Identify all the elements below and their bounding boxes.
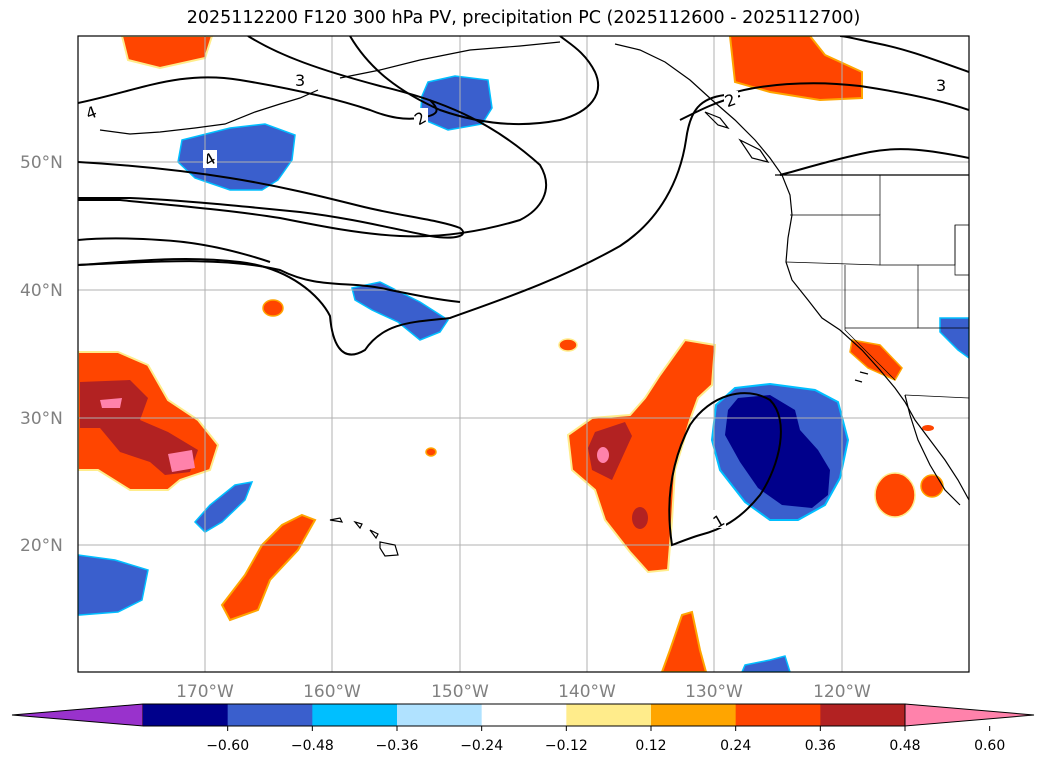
precip-neg-bottom <box>741 655 791 672</box>
precip-neg-central-core <box>725 395 830 508</box>
pv-contour-1 <box>668 392 782 547</box>
lon-label-150w: 150°W <box>431 682 489 702</box>
lat-label-20n: 20°N <box>20 536 63 556</box>
colorbar-cell <box>820 704 906 726</box>
map-title: 2025112200 F120 300 hPa PV, precipitatio… <box>186 8 861 28</box>
precip-blob-w-core <box>100 398 122 408</box>
lat-label-40n: 40°N <box>20 281 63 301</box>
precip-blob-central-inner2 <box>632 507 648 529</box>
lon-label-140w: 140°W <box>558 682 616 702</box>
precip-blob-nw <box>120 36 214 70</box>
colorbar-cell <box>481 704 567 726</box>
precip-blob-central-core <box>597 447 609 463</box>
map-frame <box>77 35 970 673</box>
colorbar-tick-label: 0.36 <box>805 738 836 754</box>
colorbar-cell <box>143 704 229 726</box>
contour-label-3-west: 3 <box>295 71 305 90</box>
lon-label-130w: 130°W <box>685 682 743 702</box>
colorbar-cell <box>566 704 652 726</box>
colorbar-tick-label: 0.60 <box>974 738 1005 754</box>
lon-label-120w: 120°W <box>813 682 871 702</box>
colorbar-tick-label: 0.24 <box>720 738 751 754</box>
colorbar-tick-label: −0.60 <box>206 738 249 754</box>
precip-dot-1 <box>262 299 284 317</box>
colorbar-cell <box>651 704 737 726</box>
longitude-labels: 170°W 160°W 150°W 140°W 130°W 120°W <box>176 682 871 702</box>
precip-dot-2 <box>425 447 437 457</box>
colorbar-extend-min <box>11 703 144 727</box>
precip-blob-mex-1 <box>874 472 916 518</box>
lon-label-170w: 170°W <box>176 682 234 702</box>
colorbar-cell <box>735 704 821 726</box>
pv-contours <box>78 36 969 547</box>
precip-blob-central <box>566 338 717 574</box>
precip-neg-sw <box>193 481 254 533</box>
lat-label-50n: 50°N <box>20 153 63 173</box>
precip-blob-mex-2 <box>920 474 944 498</box>
precip-blob-s <box>660 610 708 672</box>
colorbar-extend-max <box>904 703 1035 727</box>
precip-blob-central-inner <box>588 422 632 480</box>
colorbar-tick-label: −0.24 <box>460 738 503 754</box>
precip-dot-4 <box>922 425 934 431</box>
colorbar-tick-label: −0.36 <box>376 738 419 754</box>
precip-dot-3 <box>558 338 578 352</box>
colorbar-cell <box>312 704 398 726</box>
colorbar-tick-label: −0.12 <box>545 738 588 754</box>
precip-streak-sw <box>220 513 317 622</box>
precip-blob-w-core2 <box>168 450 195 472</box>
lon-label-160w: 160°W <box>303 682 361 702</box>
colorbar: −0.60 −0.48 −0.36 −0.24 −0.12 0.12 0.24 0.36 0.4… <box>11 703 1035 754</box>
latitude-labels: 50°N 40°N 30°N 20°N <box>20 153 63 556</box>
colorbar-cell <box>397 704 483 726</box>
map-panel[interactable]: 3 4 4 2 2 3 1 <box>78 36 969 672</box>
colorbar-tick-label: 0.48 <box>889 738 920 754</box>
colorbar-tick-label: 0.12 <box>635 738 666 754</box>
colorbar-cell <box>227 704 313 726</box>
colorbar-frame <box>143 703 906 727</box>
precip-neg-mid <box>351 281 450 341</box>
contour-label-3-east: 3 <box>936 76 946 95</box>
colorbar-tick-label: −0.48 <box>291 738 334 754</box>
contour-labels: 3 4 4 2 2 3 1 <box>83 70 948 532</box>
lat-label-30n: 30°N <box>20 409 63 429</box>
